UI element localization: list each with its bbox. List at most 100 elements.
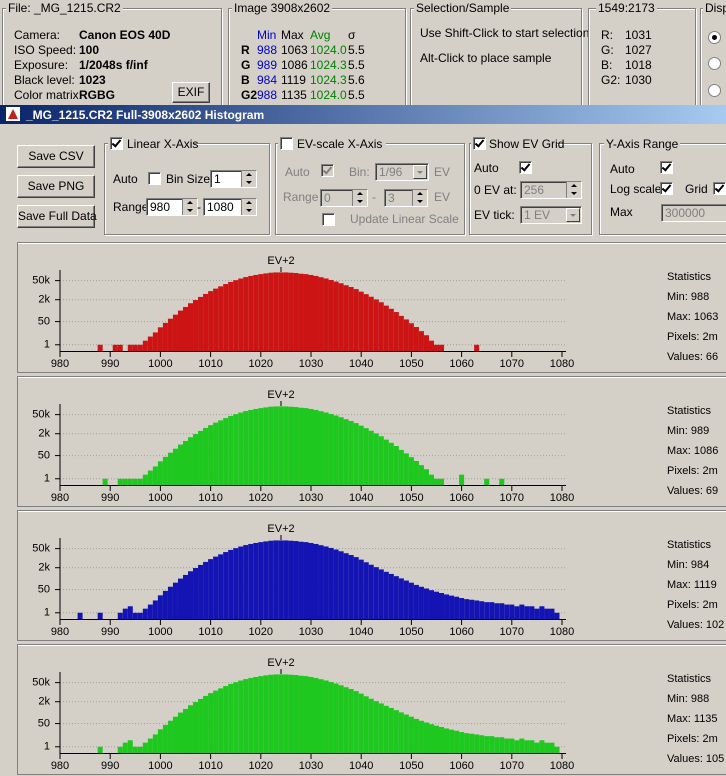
histogram-bar — [398, 578, 404, 619]
histogram-bar — [117, 746, 123, 753]
histogram-bar — [298, 541, 304, 619]
input-value: 980 — [150, 200, 171, 214]
histogram-bar — [268, 406, 274, 485]
histogram-bar — [193, 300, 199, 351]
x-tick-label: 980 — [51, 358, 69, 370]
histogram-bar — [117, 344, 123, 351]
checkbox[interactable] — [473, 137, 486, 150]
checkbox[interactable] — [660, 161, 673, 174]
histogram-bar — [213, 690, 219, 753]
checkbox[interactable] — [280, 137, 293, 150]
histogram-bar — [519, 604, 525, 619]
cell: 1024.0 — [310, 43, 347, 57]
histogram-bar — [388, 442, 394, 485]
x-tick-label: 1040 — [349, 358, 373, 370]
panel-title: Displ — [703, 1, 726, 15]
histogram-bar — [328, 681, 334, 753]
save-full-data-button[interactable]: Save Full Data — [17, 205, 97, 228]
histogram-bar — [238, 680, 244, 753]
histogram-bar — [157, 595, 163, 619]
label: - — [372, 190, 376, 204]
histogram-bar — [308, 274, 314, 351]
radio[interactable] — [708, 57, 721, 70]
panel-title: Selection/Sample — [414, 1, 512, 15]
histogram-bar — [248, 677, 254, 753]
stats-text: Pixels: 2m — [667, 465, 718, 477]
radio[interactable] — [708, 84, 721, 97]
bin-select: 1/96 — [375, 163, 429, 181]
histogram-bar — [228, 415, 234, 485]
x-tick-label: 1050 — [399, 626, 423, 638]
radio[interactable] — [708, 31, 721, 44]
histogram-bar — [338, 551, 344, 619]
checkbox[interactable] — [660, 182, 673, 195]
save-csv-button[interactable]: Save CSV — [17, 145, 95, 168]
histogram-bar — [368, 430, 374, 485]
histogram-bar — [454, 596, 460, 619]
cell: 5.6 — [348, 73, 365, 87]
y-tick-label: 50 — [38, 449, 50, 461]
histogram-bar — [182, 708, 189, 753]
histogram-bar — [172, 716, 178, 753]
histogram-bar — [358, 291, 364, 351]
bin-size-input[interactable]: 1 — [210, 170, 257, 188]
row-label: G2 — [241, 88, 258, 102]
histogram-bar — [152, 734, 158, 753]
histogram-bar — [293, 541, 299, 619]
x-tick-label: 1030 — [299, 358, 323, 370]
histogram-bar — [398, 315, 404, 351]
histogram-bar — [157, 729, 163, 753]
pixel-label: G2: — [601, 73, 621, 87]
checkbox[interactable] — [110, 137, 123, 150]
cell: 1063 — [281, 43, 308, 57]
save-png-button[interactable]: Save PNG — [17, 175, 95, 198]
histogram-bar — [318, 277, 324, 351]
x-tick-label: 1070 — [500, 626, 524, 638]
histogram-bar — [142, 340, 148, 351]
x-tick-label: 1030 — [299, 626, 323, 638]
range-to-input[interactable]: 1080 — [203, 198, 257, 216]
histogram-bar — [494, 737, 500, 753]
histogram-bar — [208, 425, 214, 485]
field-value: 100 — [79, 43, 100, 57]
histogram-bar — [439, 593, 445, 619]
histogram-bar — [318, 545, 324, 619]
histogram-bar — [137, 612, 143, 619]
panel-title: Image 3908x2602 — [232, 1, 333, 15]
cell: 1086 — [281, 58, 308, 72]
hint-text: Use Shift-Click to start selection — [420, 26, 590, 40]
histogram-bar — [298, 273, 304, 351]
histogram-bar — [268, 674, 274, 753]
histogram-bar — [243, 679, 249, 753]
y-tick-label: 1 — [44, 339, 50, 351]
histogram-bar — [439, 478, 445, 485]
stats-text: Statistics — [667, 673, 712, 685]
hint-text: Alt-Click to place sample — [420, 51, 552, 65]
histogram-bar — [428, 724, 434, 753]
histogram-bar — [363, 294, 369, 351]
histogram-bar — [228, 683, 234, 753]
histogram-bar — [208, 291, 214, 351]
checkbox[interactable] — [148, 172, 161, 185]
pixel-label: R: — [601, 28, 613, 42]
cell: 988 — [257, 88, 278, 102]
group-title: Linear X-Axis — [127, 137, 199, 151]
histogram-bar — [549, 608, 555, 619]
histogram-bar — [393, 312, 399, 351]
histogram-bar — [534, 742, 540, 753]
x-tick-label: 1080 — [550, 358, 574, 370]
range-from-input[interactable]: 980 — [146, 198, 198, 216]
histogram-bar — [233, 280, 239, 351]
exif-button[interactable]: EXIF — [172, 82, 210, 103]
histogram-bar — [172, 448, 178, 485]
x-tick-label: 1070 — [500, 492, 524, 504]
checkbox[interactable] — [519, 161, 532, 174]
histogram-bar — [303, 542, 309, 619]
histogram-bar — [117, 612, 123, 619]
histogram-bar — [117, 478, 123, 485]
checkbox[interactable] — [322, 213, 335, 226]
cell: 1024.3 — [310, 73, 347, 87]
histogram-bar — [378, 703, 384, 753]
histogram-bar — [479, 735, 485, 753]
histogram-bar — [223, 418, 229, 485]
